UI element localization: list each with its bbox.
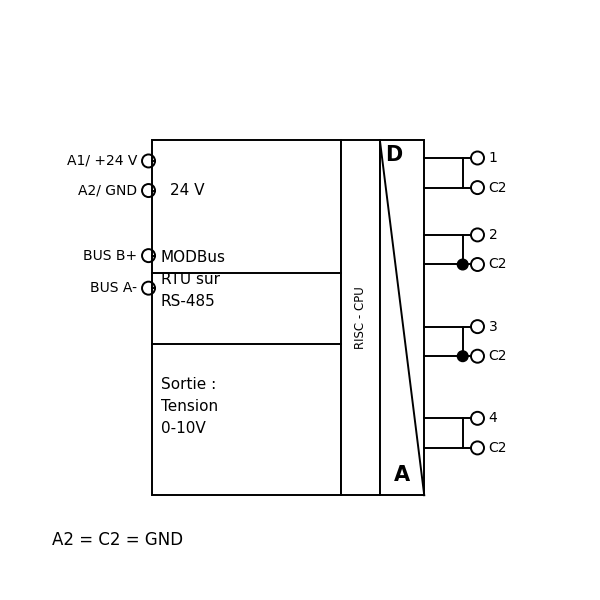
Circle shape: [457, 259, 468, 270]
Text: C2: C2: [489, 257, 507, 271]
Text: 3: 3: [489, 320, 497, 334]
Text: 2: 2: [489, 228, 497, 242]
Text: C2: C2: [489, 181, 507, 194]
Text: Sortie :
Tension
0-10V: Sortie : Tension 0-10V: [161, 377, 218, 436]
Text: A2 = C2 = GND: A2 = C2 = GND: [52, 530, 182, 548]
Bar: [341, 140, 380, 495]
Circle shape: [457, 351, 468, 362]
Text: 24 V: 24 V: [170, 183, 205, 198]
Text: A1/ +24 V: A1/ +24 V: [67, 154, 137, 168]
Text: BUS B+: BUS B+: [83, 248, 137, 263]
Text: 4: 4: [489, 412, 497, 425]
Bar: [380, 140, 424, 495]
Bar: [152, 140, 341, 495]
Text: 1: 1: [489, 151, 497, 165]
Text: D: D: [385, 145, 402, 165]
Text: MODBus
RTU sur
RS-485: MODBus RTU sur RS-485: [161, 250, 226, 309]
Text: RISC - CPU: RISC - CPU: [354, 286, 367, 349]
Text: A2/ GND: A2/ GND: [78, 184, 137, 197]
Text: A: A: [394, 464, 410, 485]
Text: C2: C2: [489, 441, 507, 455]
Text: C2: C2: [489, 349, 507, 363]
Text: BUS A-: BUS A-: [90, 281, 137, 295]
